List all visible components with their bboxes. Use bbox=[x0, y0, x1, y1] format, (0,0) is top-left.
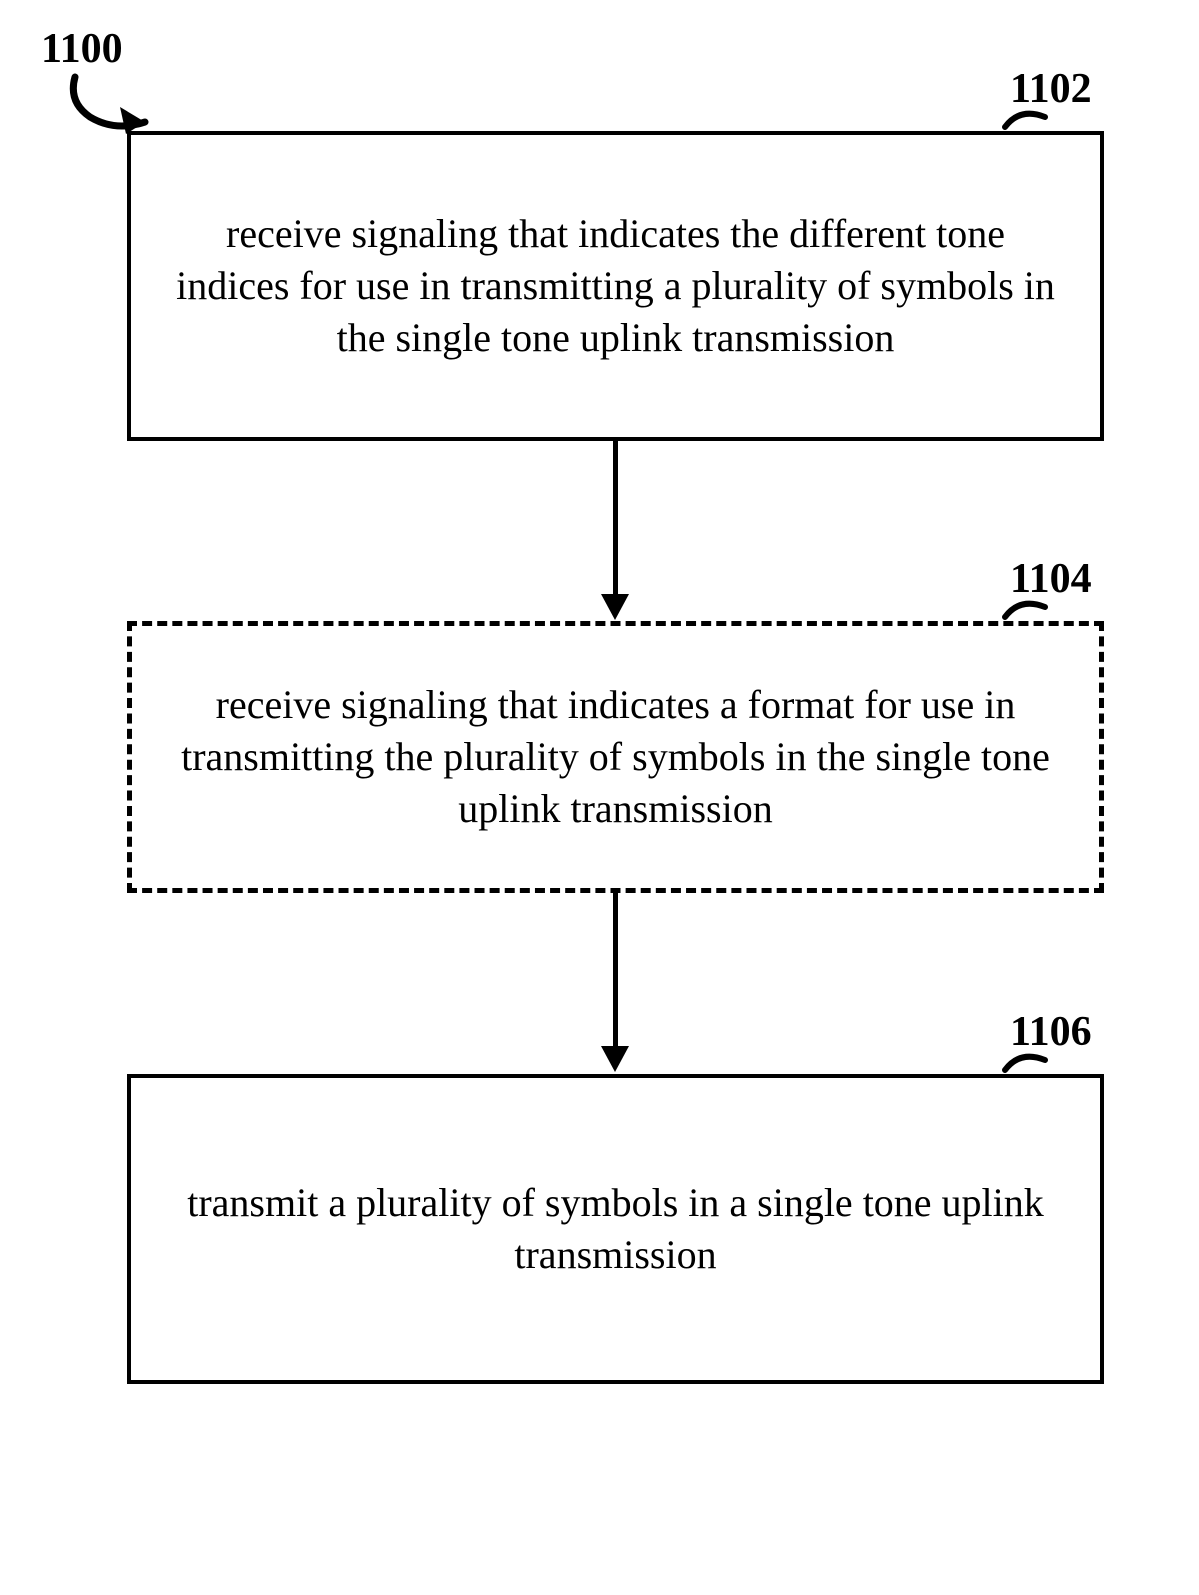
flow-node-1106-text: transmit a plurality of symbols in a sin… bbox=[171, 1177, 1060, 1281]
flow-node-1104: receive signaling that indicates a forma… bbox=[127, 621, 1104, 893]
flow-node-1106: transmit a plurality of symbols in a sin… bbox=[127, 1074, 1104, 1384]
ref-1102-label: 1102 bbox=[1010, 65, 1092, 113]
arrow-1102-1104-head bbox=[601, 594, 629, 620]
flow-node-1102-text: receive signaling that indicates the dif… bbox=[171, 208, 1060, 364]
arrow-1104-1106-line bbox=[613, 893, 618, 1048]
ref-1106-label: 1106 bbox=[1010, 1008, 1092, 1056]
arrow-1102-1104-line bbox=[613, 441, 618, 596]
flow-node-1102: receive signaling that indicates the dif… bbox=[127, 131, 1104, 441]
arrow-1104-1106-head bbox=[601, 1046, 629, 1072]
ref-1104-label: 1104 bbox=[1010, 555, 1092, 603]
flow-node-1104-text: receive signaling that indicates a forma… bbox=[172, 679, 1059, 835]
flow-start-label: 1100 bbox=[41, 25, 123, 73]
